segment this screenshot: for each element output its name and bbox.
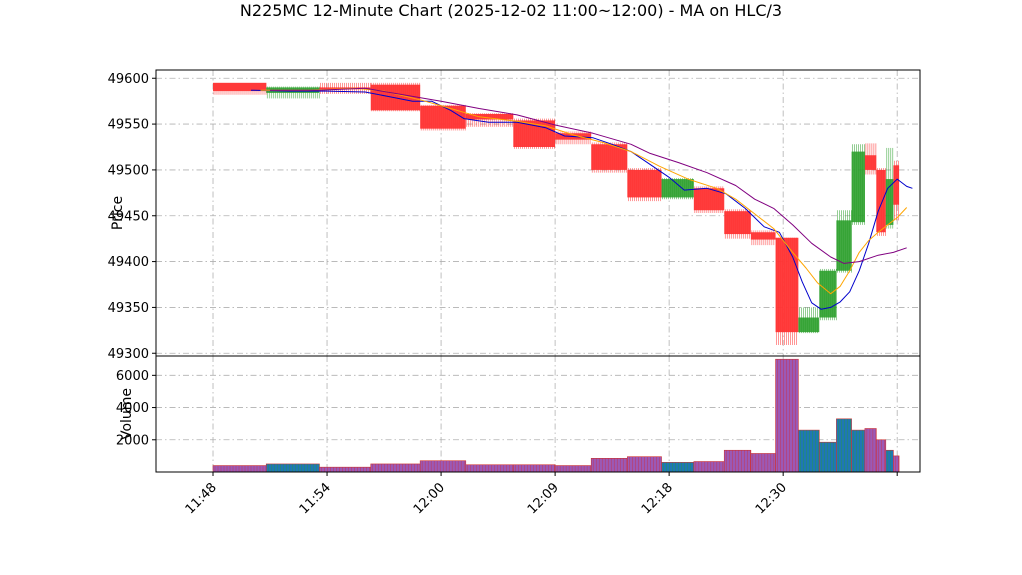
candle-body [724,211,751,235]
candle [370,82,421,112]
candle [893,160,900,221]
candle [851,144,865,225]
candle-body [864,155,877,170]
candle-body [851,151,865,223]
candle-body [885,179,894,225]
volume-bar [864,428,877,473]
x-tick-label: 12:18 [639,480,676,517]
volume-bar [554,465,592,473]
volume-bar [836,418,852,473]
volume-bar [723,449,752,473]
candle-body [627,169,662,198]
moving-average-line [270,87,907,264]
moving-average-line [250,89,913,310]
price-y-tick-label: 49350 [108,301,149,316]
candle [798,307,820,334]
candle-body [750,232,776,240]
price-y-tick-label: 49450 [108,209,149,224]
candle [724,209,751,239]
moving-average-line [260,87,908,295]
candle-body [836,220,852,271]
price-axis-label: Price [110,196,126,230]
candle [775,237,799,345]
candle [420,104,466,131]
volume-bar [750,453,776,473]
candle [864,143,877,175]
candle-body [513,120,556,147]
volume-bar [319,466,372,473]
x-tick-label: 11:54 [297,480,334,517]
x-tick-label: 12:09 [525,480,562,517]
candle-body [775,237,799,333]
price-y-tick-label: 49400 [108,255,149,270]
candle-body [693,188,725,211]
volume-bar [775,358,799,473]
volume-y-tick-label: 2000 [116,433,149,448]
candle [627,168,662,202]
x-tick-label: 11:48 [183,480,220,517]
volume-bar [885,449,894,473]
volume-bar [465,464,514,473]
candle [876,168,886,236]
candle [693,186,725,213]
x-tick-label: 12:00 [411,480,448,517]
volume-panel-frame [155,355,921,473]
volume-y-tick-label: 4000 [116,401,149,416]
volume-bar [512,464,556,473]
candle-body [661,179,694,198]
candle [591,142,628,173]
price-candles [213,82,900,345]
candle-body [893,165,900,205]
candle-body [798,317,820,333]
candle [819,268,837,321]
candle-body [465,114,514,120]
chart-title: N225MC 12-Minute Chart (2025-12-02 11:00… [239,1,783,20]
volume-bar [370,463,421,473]
candle-body [876,169,886,233]
moving-average-lines [250,87,913,310]
candle [213,82,267,95]
price-y-tick-label: 49300 [108,347,149,362]
candle-body [213,82,267,92]
candle [661,178,694,200]
candle [750,230,776,246]
price-y-tick-label: 49600 [108,72,149,87]
volume-bar [590,458,628,473]
candle [513,118,556,149]
volume-y-tick-label: 6000 [116,369,149,384]
candle [885,147,894,229]
price-y-tick-label: 49550 [108,118,149,133]
candle-body [420,105,466,129]
candle-body [819,270,837,318]
x-tick-label: 12:30 [753,480,790,517]
price-y-tick-label: 49500 [108,163,149,178]
volume-bar [798,429,820,473]
volume-axis-label: Volume [119,388,135,440]
volume-bar [818,441,837,473]
